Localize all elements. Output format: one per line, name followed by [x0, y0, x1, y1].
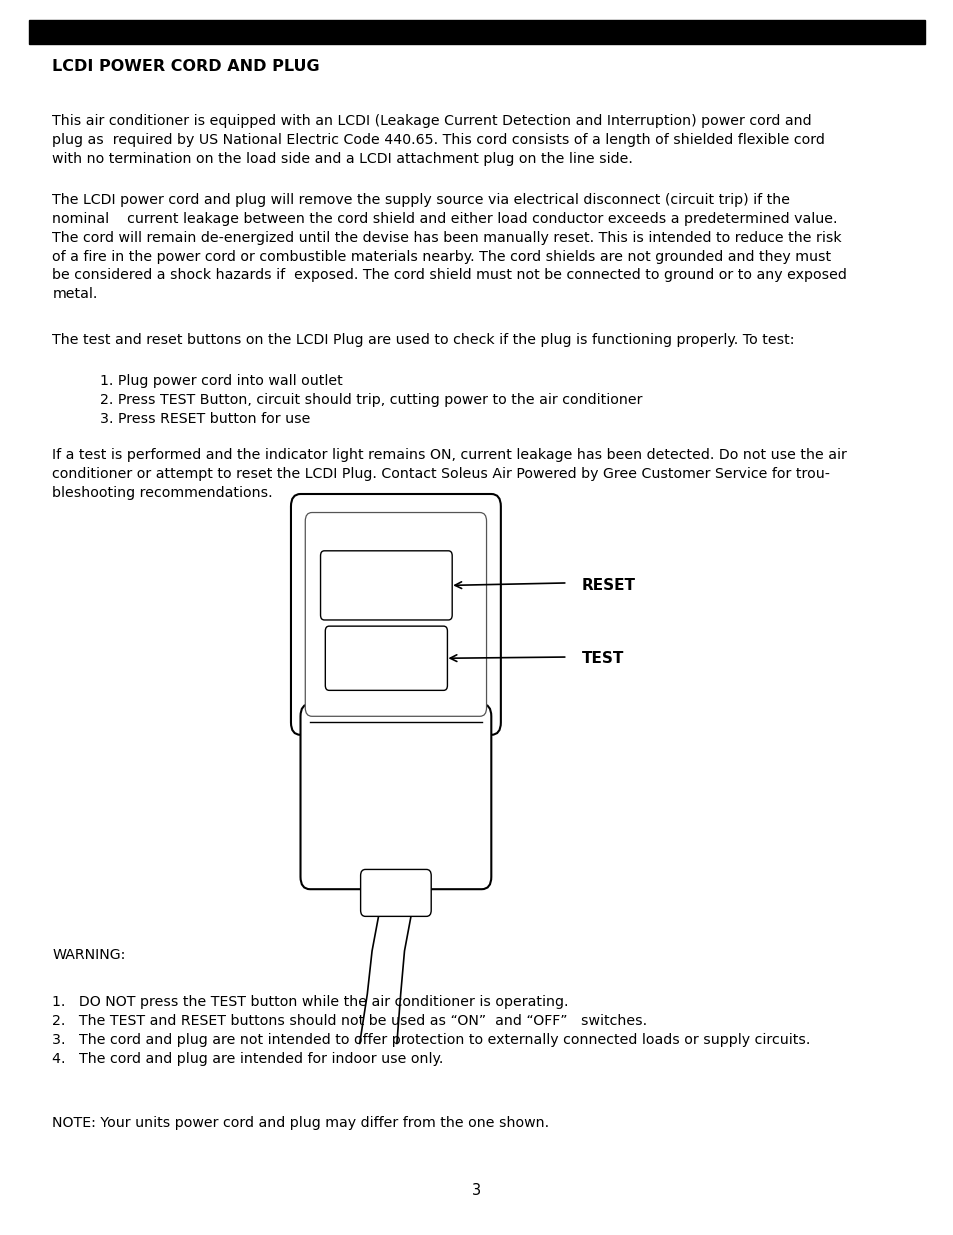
Text: If a test is performed and the indicator light remains ON, current leakage has b: If a test is performed and the indicator… — [52, 448, 846, 500]
Text: The LCDI power cord and plug will remove the supply source via electrical discon: The LCDI power cord and plug will remove… — [52, 193, 846, 301]
FancyBboxPatch shape — [300, 704, 491, 889]
Text: LCDI POWER CORD AND PLUG: LCDI POWER CORD AND PLUG — [52, 59, 320, 74]
FancyBboxPatch shape — [305, 513, 486, 716]
Text: 1. Plug power cord into wall outlet
2. Press TEST Button, circuit should trip, c: 1. Plug power cord into wall outlet 2. P… — [100, 374, 642, 426]
Bar — [29, 20, 924, 44]
Text: WARNING:: WARNING: — [52, 948, 126, 962]
Text: 1.   DO NOT press the TEST button while the air conditioner is operating.
2.   T: 1. DO NOT press the TEST button while th… — [52, 995, 810, 1066]
Text: NOTE: Your units power cord and plug may differ from the one shown.: NOTE: Your units power cord and plug may… — [52, 1116, 549, 1130]
Text: This air conditioner is equipped with an LCDI (Leakage Current Detection and Int: This air conditioner is equipped with an… — [52, 114, 824, 165]
FancyBboxPatch shape — [325, 626, 447, 690]
Text: TEST: TEST — [581, 651, 623, 666]
FancyBboxPatch shape — [360, 869, 431, 916]
FancyBboxPatch shape — [320, 551, 452, 620]
Text: 3: 3 — [472, 1183, 481, 1198]
FancyBboxPatch shape — [291, 494, 500, 735]
Text: The test and reset buttons on the LCDI Plug are used to check if the plug is fun: The test and reset buttons on the LCDI P… — [52, 333, 794, 347]
Text: RESET: RESET — [581, 578, 636, 593]
